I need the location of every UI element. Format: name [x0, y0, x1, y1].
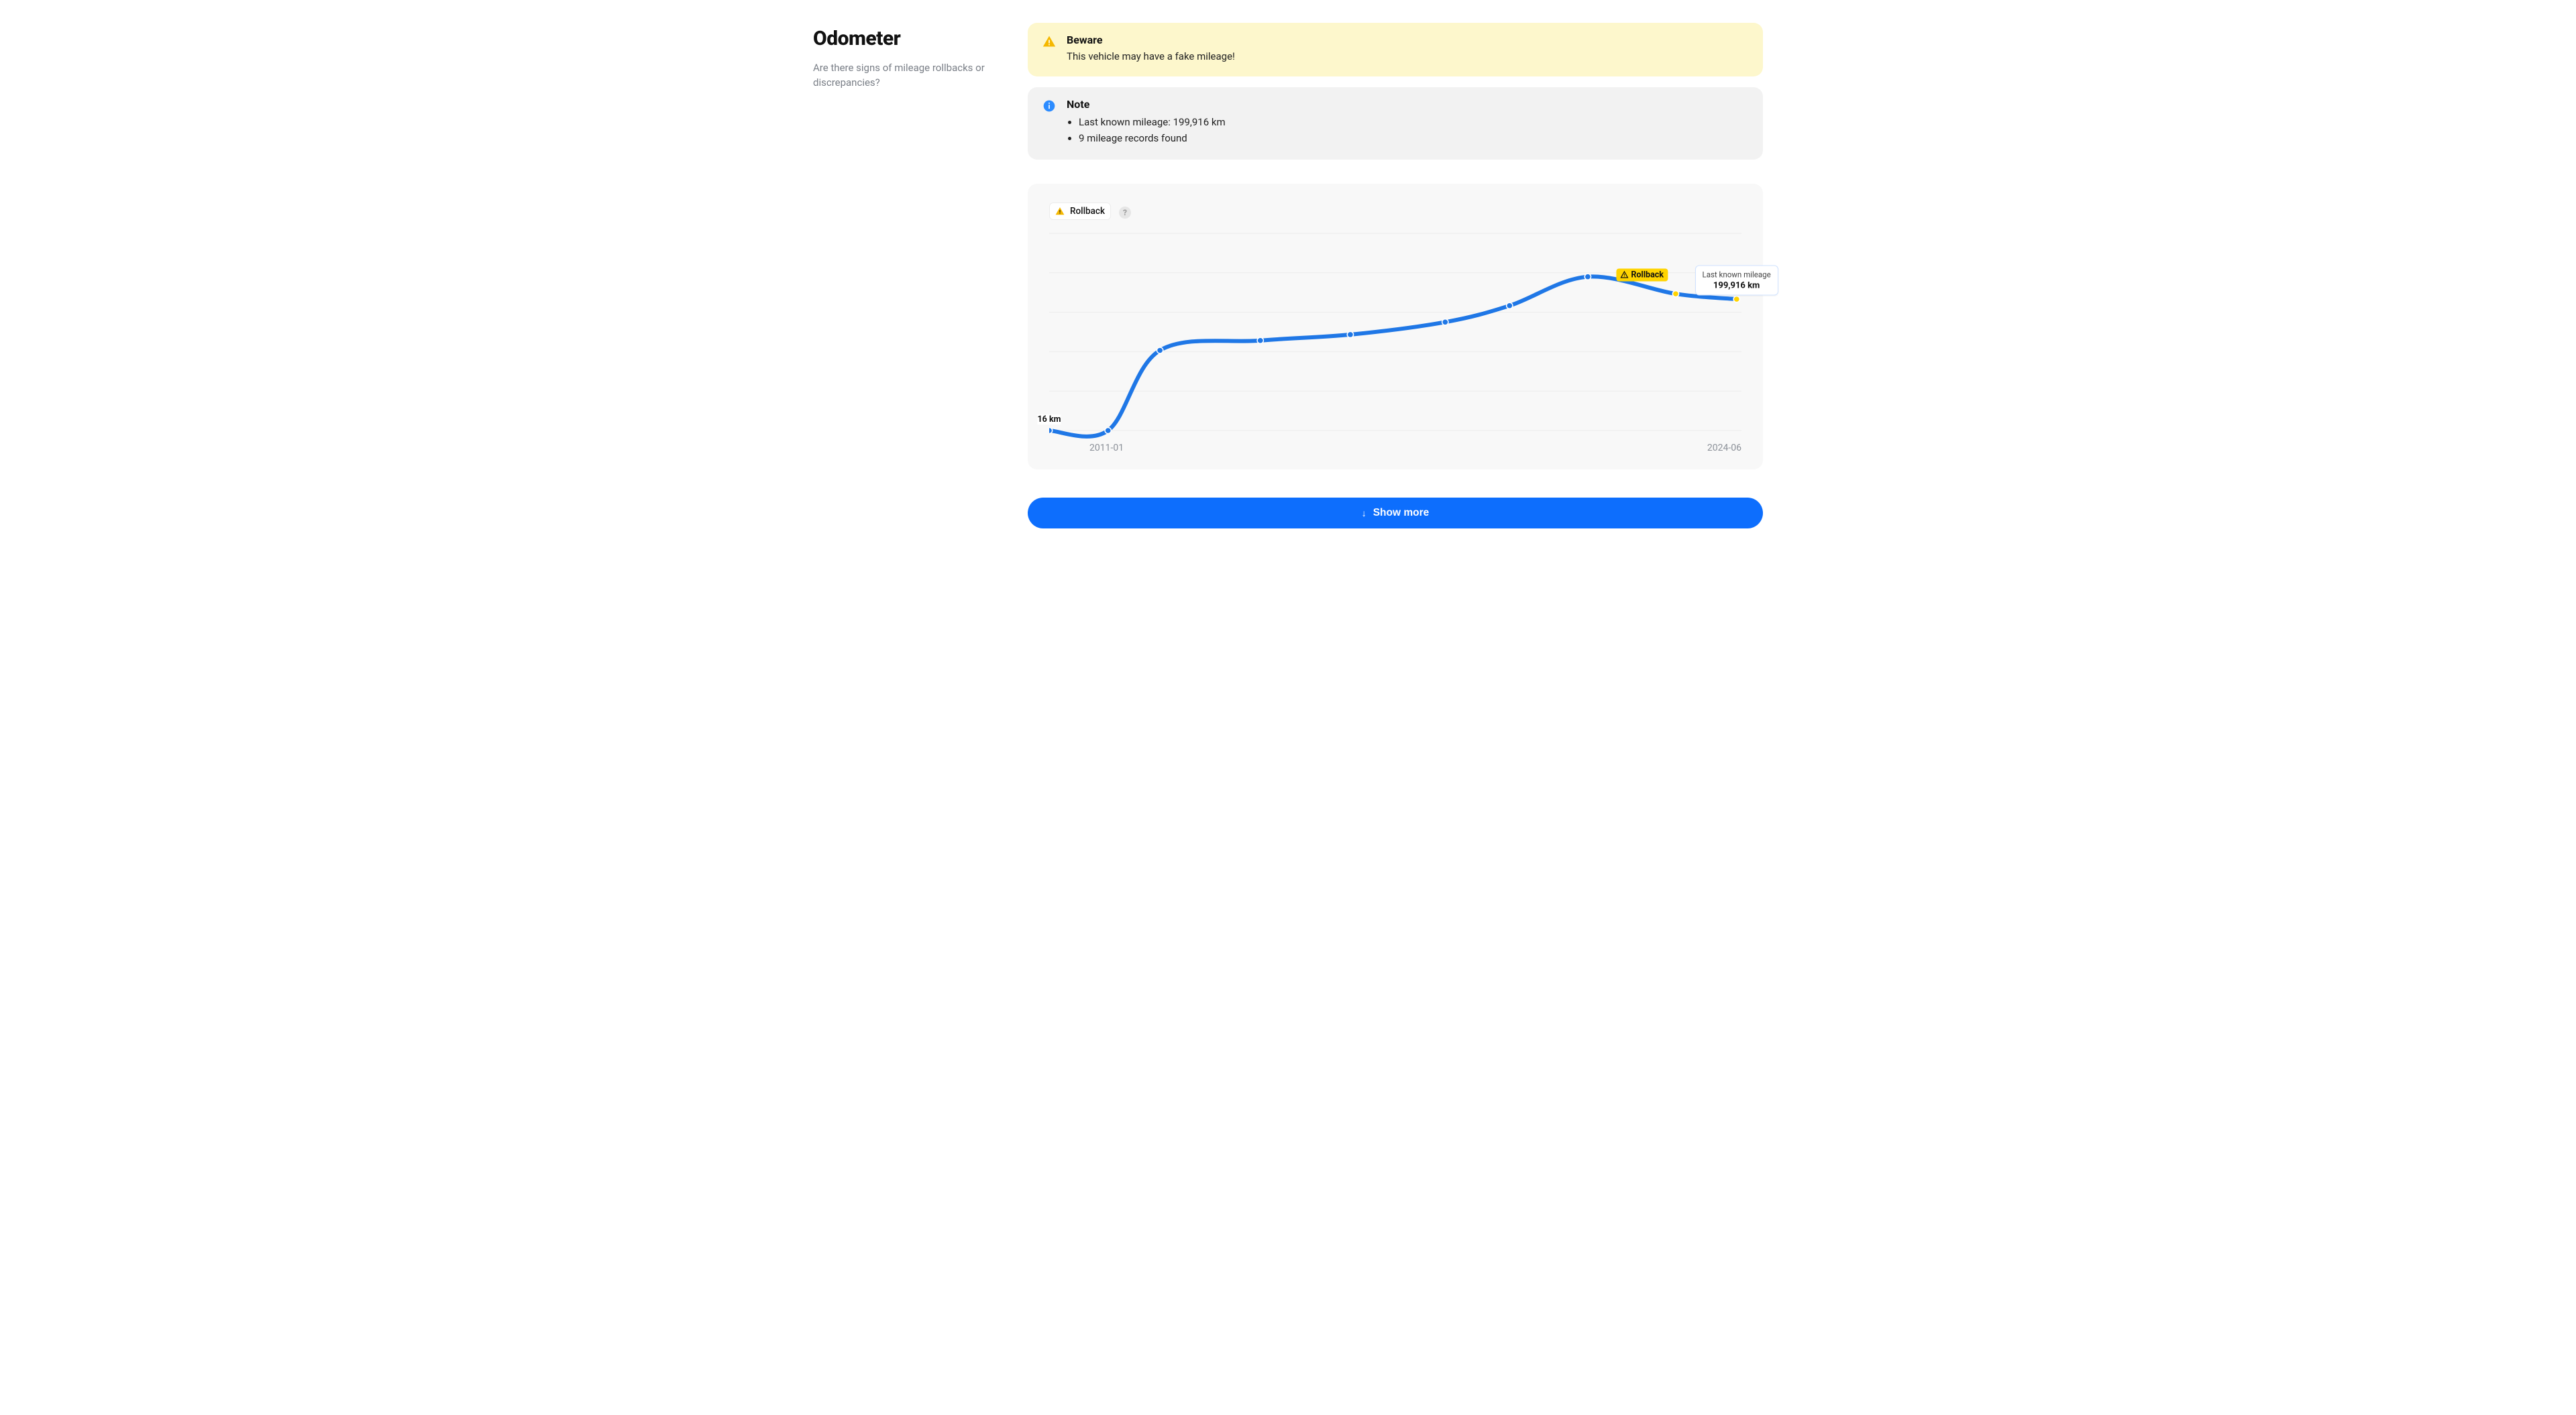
sidebar: Odometer Are there signs of mileage roll…: [813, 23, 1009, 528]
page-title: Odometer: [813, 27, 1009, 50]
x-axis-end: 2024-06: [1707, 443, 1741, 453]
show-more-button[interactable]: ↓ Show more: [1028, 498, 1763, 528]
alert-note-item: Last known mileage: 199,916 km: [1079, 115, 1748, 130]
main-content: Beware This vehicle may have a fake mile…: [1028, 23, 1763, 528]
chart-legend-label: Rollback: [1070, 206, 1105, 217]
chart-svg: [1049, 228, 1741, 443]
alert-note-item: 9 mileage records found: [1079, 131, 1748, 146]
alert-warning: Beware This vehicle may have a fake mile…: [1028, 23, 1763, 76]
x-axis-labels: 2011-01 2024-06: [1049, 443, 1741, 453]
x-axis-start: 2011-01: [1089, 443, 1124, 453]
show-more-label: Show more: [1373, 507, 1430, 519]
warning-icon: [1055, 207, 1065, 216]
arrow-down-icon: ↓: [1362, 508, 1366, 518]
alert-note-body: Last known mileage: 199,916 km 9 mileage…: [1067, 115, 1748, 146]
help-icon[interactable]: ?: [1119, 207, 1131, 219]
alert-note-title: Note: [1067, 98, 1748, 111]
warning-icon: [1042, 35, 1056, 48]
alert-note-list: Last known mileage: 199,916 km 9 mileage…: [1067, 115, 1748, 146]
alert-warning-title: Beware: [1067, 34, 1748, 46]
chart-card: Rollback ? 16 kmRollbackLast known milea…: [1028, 184, 1763, 469]
info-icon: [1042, 99, 1056, 113]
page-subtitle: Are there signs of mileage rollbacks or …: [813, 61, 1009, 91]
mileage-chart: 16 kmRollbackLast known mileage199,916 k…: [1049, 228, 1741, 443]
alert-note: Note Last known mileage: 199,916 km 9 mi…: [1028, 87, 1763, 160]
chart-legend-rollback: Rollback: [1049, 203, 1111, 220]
alert-warning-body: This vehicle may have a fake mileage!: [1067, 49, 1748, 64]
